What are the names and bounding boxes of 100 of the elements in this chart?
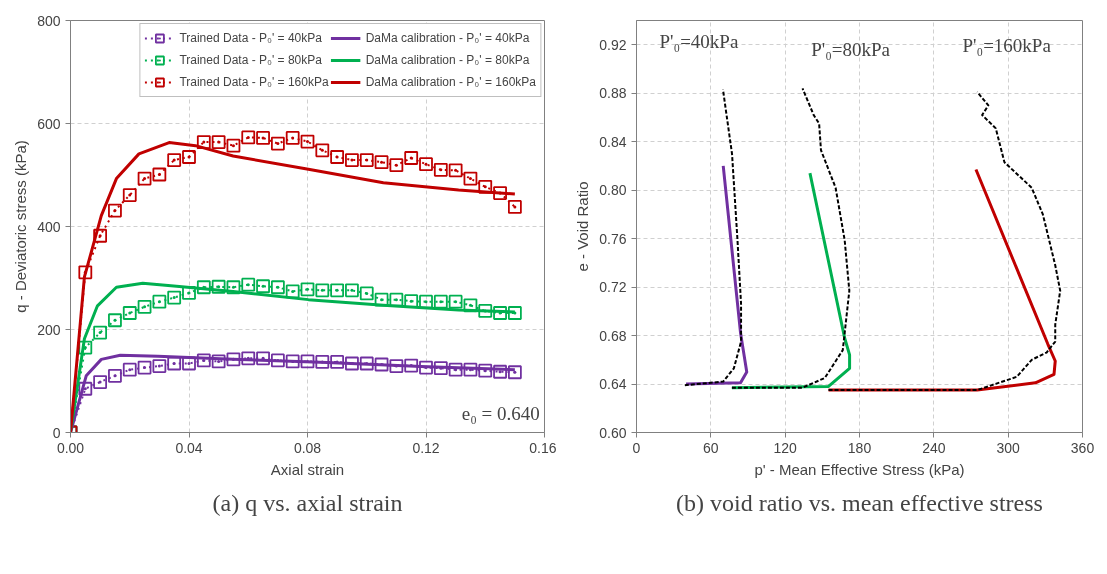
point [419, 360, 433, 375]
point [404, 358, 419, 373]
annotation: P'₀=40kPa [659, 30, 739, 52]
x-tick-label: 360 [1070, 439, 1095, 456]
text: (a) q vs. axial strain [212, 489, 403, 516]
point [315, 283, 330, 298]
line-series [730, 87, 851, 389]
x-tick-label: 60 [703, 439, 719, 456]
point [404, 151, 419, 165]
point [152, 167, 167, 182]
x-tick-label: 240 [922, 439, 946, 456]
point [108, 203, 122, 218]
point [137, 171, 152, 186]
point [419, 294, 433, 309]
point [478, 363, 493, 378]
y-axis-title: e - Void Ratio [574, 181, 592, 272]
point [241, 351, 256, 366]
point [211, 135, 226, 149]
y-axis-title: q - Deviatoric stress (kPa) [12, 140, 30, 313]
legend-label: DaMa calibration - P₀' = 80kPa [365, 53, 530, 67]
line-series [684, 164, 749, 386]
point [196, 135, 211, 149]
point [359, 286, 374, 301]
point [122, 362, 137, 377]
point [167, 290, 182, 305]
point [241, 130, 256, 145]
point [374, 292, 389, 307]
point [330, 150, 345, 164]
point [285, 131, 300, 145]
y-tick-label: 0 [52, 424, 61, 441]
point [389, 292, 404, 307]
y-tick-label: 0.64 [599, 376, 627, 393]
annotation: P'₀=80kPa [811, 38, 891, 60]
x-tick-label: 0.00 [56, 439, 85, 456]
point [433, 294, 448, 309]
text: (b) void ratio vs. mean effective stress [676, 489, 1043, 516]
point [122, 306, 137, 320]
point [226, 138, 241, 153]
point [78, 381, 93, 396]
point [345, 283, 359, 298]
y-tick-label: 200 [37, 321, 61, 338]
point [330, 355, 345, 369]
point [345, 153, 359, 167]
point [256, 131, 270, 145]
point [108, 368, 122, 383]
point [478, 304, 493, 318]
point [241, 277, 256, 292]
x-axis-title: Axial strain [270, 460, 345, 478]
point [270, 280, 285, 295]
point [108, 313, 122, 328]
x-tick-label: 0.12 [412, 439, 440, 456]
point [507, 365, 522, 380]
point [152, 294, 167, 309]
point [448, 294, 463, 309]
line-series [827, 90, 1062, 392]
x-tick-label: 180 [847, 439, 872, 456]
point [137, 360, 152, 375]
point [493, 364, 507, 379]
x-tick-label: 0.08 [293, 439, 322, 456]
point [315, 143, 330, 158]
point [211, 279, 226, 294]
y-tick-label: 400 [37, 218, 61, 235]
legend-label: Trained Data - P₀' = 40kPa [179, 31, 322, 45]
point [315, 355, 330, 369]
point [256, 279, 270, 294]
x-tick-label: 300 [996, 439, 1021, 456]
x-tick-label: 0 [632, 439, 641, 456]
point [463, 171, 478, 186]
point [196, 280, 211, 295]
point [226, 352, 241, 367]
point [270, 136, 285, 151]
point [493, 306, 507, 320]
point [463, 362, 478, 377]
legend-label: DaMa calibration - P₀' = 160kPa [365, 75, 536, 89]
point [167, 153, 182, 167]
y-tick-label: 0.60 [599, 424, 627, 441]
y-tick-label: 0.92 [599, 36, 627, 53]
y-tick-label: 0.80 [599, 182, 627, 199]
point [182, 150, 196, 164]
legend-label: Trained Data - P₀' = 160kPa [179, 75, 329, 89]
point [93, 375, 108, 389]
point [359, 356, 374, 371]
point [78, 265, 93, 280]
point [448, 362, 463, 377]
annotation: P'₀=160kPa [962, 34, 1052, 56]
point [285, 284, 300, 299]
point [93, 325, 108, 340]
point [182, 356, 196, 371]
point [359, 153, 374, 167]
point [419, 157, 433, 172]
x-tick-label: 0.04 [175, 439, 203, 456]
point [226, 280, 241, 295]
point [211, 354, 226, 369]
y-tick-label: 0.68 [599, 327, 627, 344]
point [433, 162, 448, 177]
legend-label: Trained Data - P₀' = 80kPa [179, 53, 322, 67]
x-axis-title: p' - Mean Effective Stress (kPa) [754, 460, 965, 478]
y-tick-label: 800 [37, 12, 61, 29]
point [152, 359, 167, 373]
point [78, 340, 93, 355]
